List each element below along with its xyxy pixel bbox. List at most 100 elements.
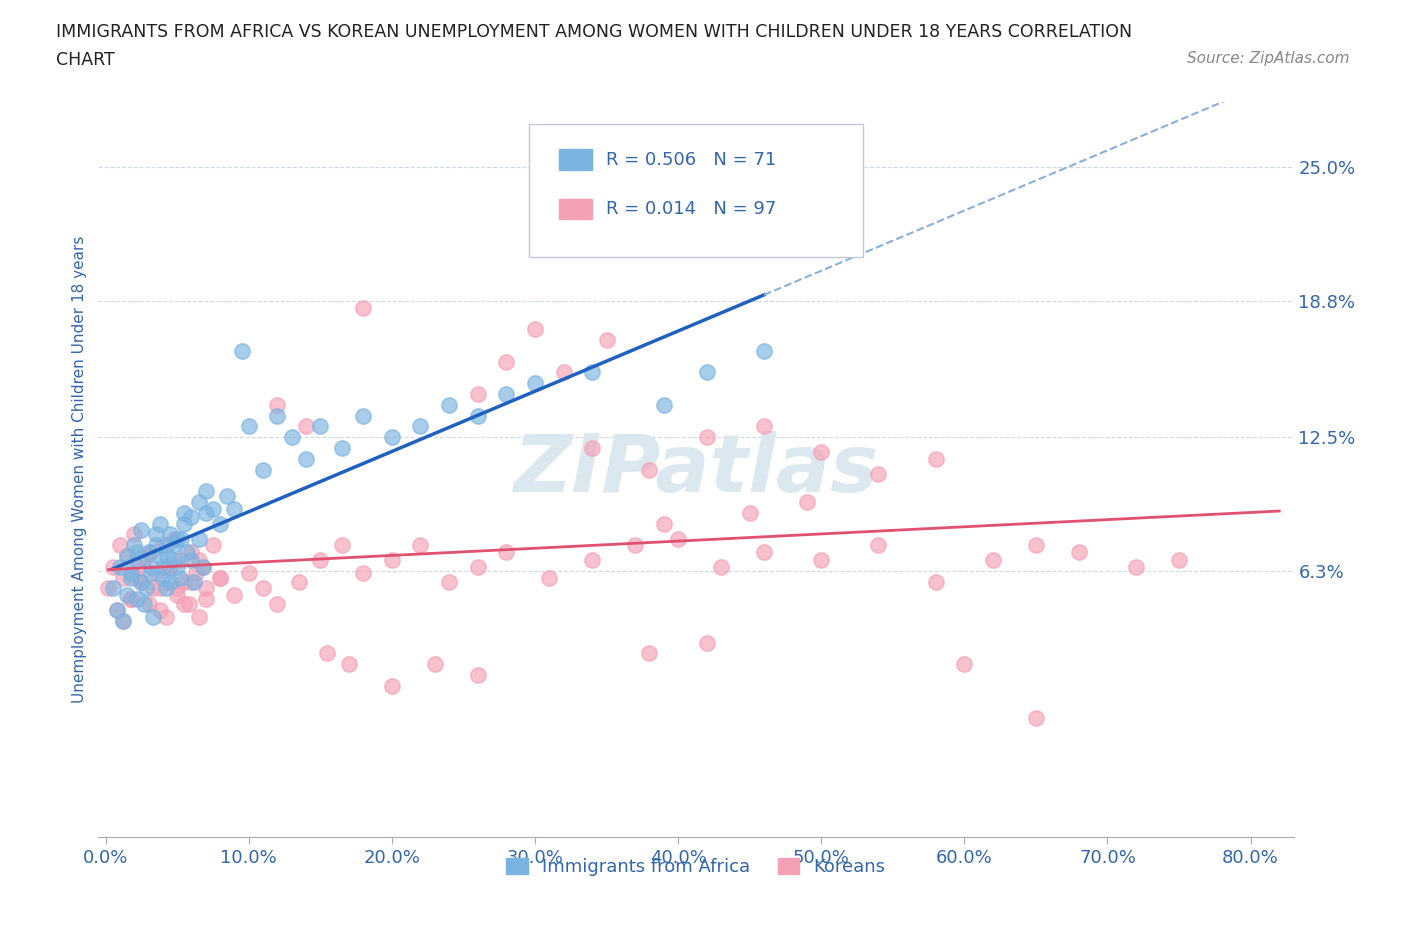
Point xyxy=(187,495,209,510)
Point xyxy=(638,646,661,661)
Text: CHART: CHART xyxy=(56,51,115,69)
Point xyxy=(796,495,818,510)
Point xyxy=(467,560,489,575)
Point xyxy=(142,581,165,596)
Point xyxy=(752,419,775,434)
Point xyxy=(156,538,179,552)
Point xyxy=(149,549,172,564)
Point xyxy=(120,566,142,581)
Point xyxy=(145,527,167,542)
Point xyxy=(141,566,163,581)
Point xyxy=(381,553,404,568)
Point xyxy=(352,566,374,581)
Point xyxy=(180,544,202,559)
Point xyxy=(266,397,288,412)
Point xyxy=(159,575,181,590)
Point xyxy=(288,575,311,590)
Point xyxy=(115,588,138,603)
Point xyxy=(101,560,124,575)
Point xyxy=(423,657,446,671)
Point xyxy=(155,581,177,596)
Point xyxy=(122,538,145,552)
Point xyxy=(495,354,517,369)
Point xyxy=(105,603,128,618)
Point xyxy=(170,531,193,546)
Point xyxy=(652,516,675,531)
Point xyxy=(131,523,153,538)
Point xyxy=(125,591,148,606)
Point xyxy=(120,591,142,606)
Point xyxy=(581,365,603,379)
Text: R = 0.014   N = 97: R = 0.014 N = 97 xyxy=(606,200,776,218)
Point xyxy=(194,505,217,520)
Point xyxy=(166,581,188,596)
Point xyxy=(149,516,172,531)
Text: R = 0.506   N = 71: R = 0.506 N = 71 xyxy=(606,151,776,168)
Point xyxy=(111,614,134,629)
Point xyxy=(381,430,404,445)
Point xyxy=(810,445,832,459)
Point xyxy=(738,505,761,520)
Point xyxy=(134,553,156,568)
Point xyxy=(217,488,239,503)
Point xyxy=(115,549,138,564)
Point xyxy=(134,596,156,611)
Point xyxy=(981,553,1004,568)
Point xyxy=(868,467,890,482)
Point xyxy=(238,419,260,434)
Point xyxy=(128,553,150,568)
Point xyxy=(173,516,195,531)
Point xyxy=(337,657,360,671)
Point xyxy=(101,581,124,596)
Point xyxy=(156,560,179,575)
Point xyxy=(145,566,167,581)
Point xyxy=(177,596,200,611)
Point xyxy=(187,553,209,568)
Point xyxy=(467,387,489,402)
Point xyxy=(152,560,174,575)
Point xyxy=(1067,544,1090,559)
Point xyxy=(173,596,195,611)
Y-axis label: Unemployment Among Women with Children Under 18 years: Unemployment Among Women with Children U… xyxy=(72,236,87,703)
Point xyxy=(163,531,186,546)
Point xyxy=(209,570,232,585)
Point xyxy=(467,408,489,423)
Point xyxy=(125,560,148,575)
Point xyxy=(1025,538,1047,552)
Point xyxy=(467,668,489,683)
Point xyxy=(141,544,163,559)
Legend: Immigrants from Africa, Koreans: Immigrants from Africa, Koreans xyxy=(499,850,893,883)
Point xyxy=(316,646,339,661)
Point xyxy=(156,549,179,564)
Point xyxy=(142,609,165,624)
Point xyxy=(595,333,617,348)
Point xyxy=(581,441,603,456)
Point xyxy=(125,570,148,585)
Point xyxy=(131,575,153,590)
Point xyxy=(184,566,207,581)
Point xyxy=(194,591,217,606)
Point xyxy=(155,609,177,624)
Point xyxy=(135,581,157,596)
Point xyxy=(409,419,432,434)
Point xyxy=(125,544,148,559)
Point xyxy=(295,451,318,466)
Point xyxy=(231,343,253,358)
Point xyxy=(149,581,172,596)
Point xyxy=(187,531,209,546)
Point xyxy=(352,300,374,315)
Point xyxy=(330,538,353,552)
Point xyxy=(135,549,157,564)
Point xyxy=(309,419,332,434)
Point xyxy=(173,505,195,520)
Point xyxy=(120,591,142,606)
Point xyxy=(180,510,202,525)
Point xyxy=(191,560,214,575)
Point xyxy=(437,397,460,412)
Point xyxy=(163,538,186,552)
Point xyxy=(187,609,209,624)
Text: IMMIGRANTS FROM AFRICA VS KOREAN UNEMPLOYMENT AMONG WOMEN WITH CHILDREN UNDER 18: IMMIGRANTS FROM AFRICA VS KOREAN UNEMPLO… xyxy=(56,23,1132,41)
Point xyxy=(696,635,718,650)
Point xyxy=(266,408,288,423)
Text: ZIPatlas: ZIPatlas xyxy=(513,431,879,509)
